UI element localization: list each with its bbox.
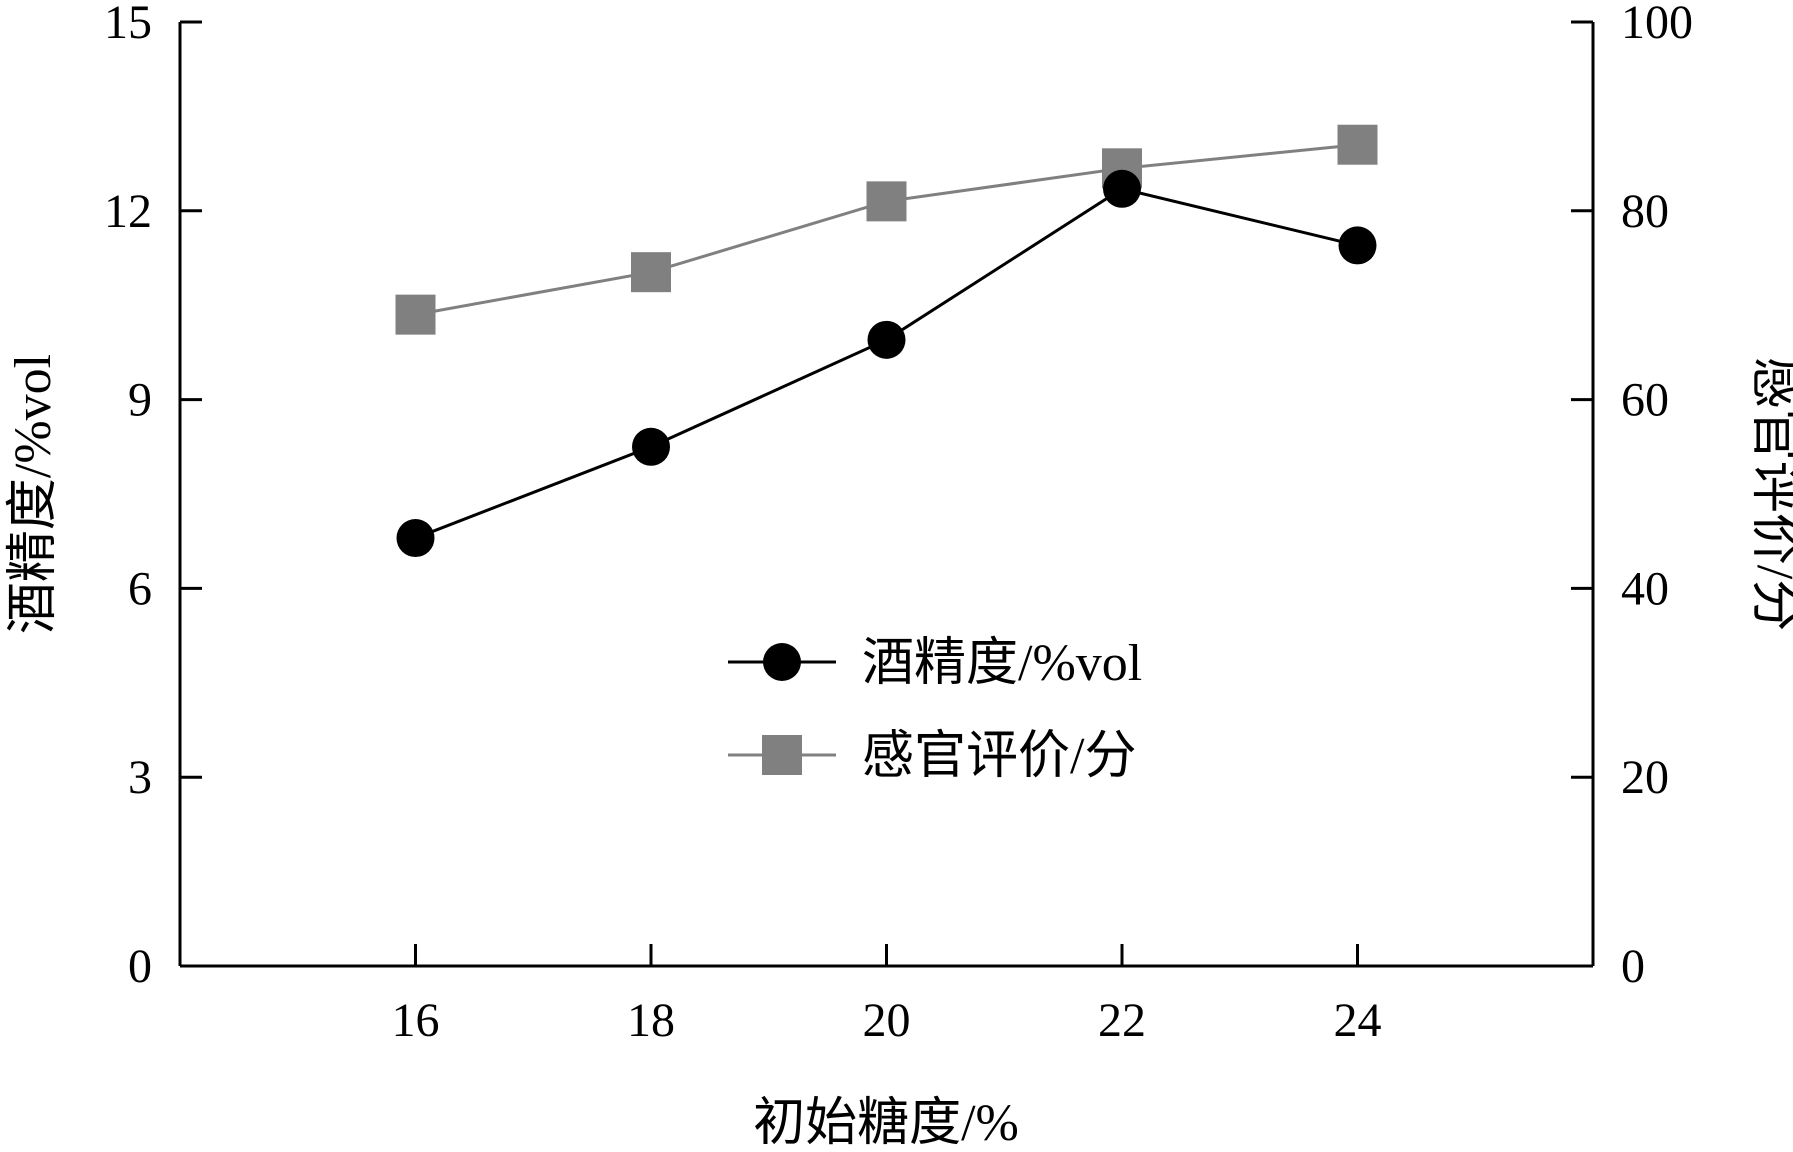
x-tick-label: 24 [1334,994,1382,1047]
sensory-score-line [415,143,1358,317]
alcohol-content-point [632,427,670,466]
sensory-score-point [1337,124,1378,165]
y-left-tick-label: 6 [128,562,152,615]
y-left-tick-label: 9 [128,374,152,427]
y-right-tick-label: 60 [1621,374,1669,427]
y-right-tick-label: 100 [1621,0,1693,49]
alcohol-content-line [414,187,1358,540]
y-left-tick-label: 15 [104,0,152,49]
y-axis-left-title: 酒精度/%vol [5,354,62,634]
y-left-tick-label: 3 [128,751,152,804]
alcohol-content-point [1338,226,1377,265]
sensory-score-point [866,181,907,222]
x-tick-label: 22 [1098,994,1146,1047]
y-right-tick-label: 80 [1621,185,1669,238]
alcohol-content-point [867,320,906,359]
y-right-tick-label: 40 [1621,562,1669,615]
sensory-score-point [395,294,436,335]
x-tick-label: 18 [627,994,675,1047]
series-layer [395,124,1378,558]
legend-alcohol-content-marker [763,643,801,681]
ticks: 0 3 6 9 12 15 0 20 40 60 80 100 16 18 20 22 24 [104,0,1693,1047]
y-left-tick-label: 0 [128,940,152,993]
legend-alcohol-content-label: 酒精度/%vol [862,635,1142,692]
legend-sensory-score-label: 感官评价/分 [862,728,1136,785]
alcohol-content-point [1103,169,1141,208]
y-right-tick-label: 20 [1621,751,1669,804]
sensory-score-point [631,252,671,293]
x-tick-label: 20 [863,994,911,1047]
x-axis-title: 初始糖度/% [753,1095,1019,1152]
x-tick-label: 16 [392,994,440,1047]
y-left-tick-label: 12 [104,185,152,238]
plot-frame [178,22,1595,968]
legend-sensory-score-marker [762,735,802,775]
alcohol-content-point [396,519,435,558]
y-axis-right-title: 感官评价/分 [1746,357,1793,631]
y-right-tick-label: 0 [1621,940,1645,993]
legend: 酒精度/%vol 感官评价/分 [728,635,1142,785]
